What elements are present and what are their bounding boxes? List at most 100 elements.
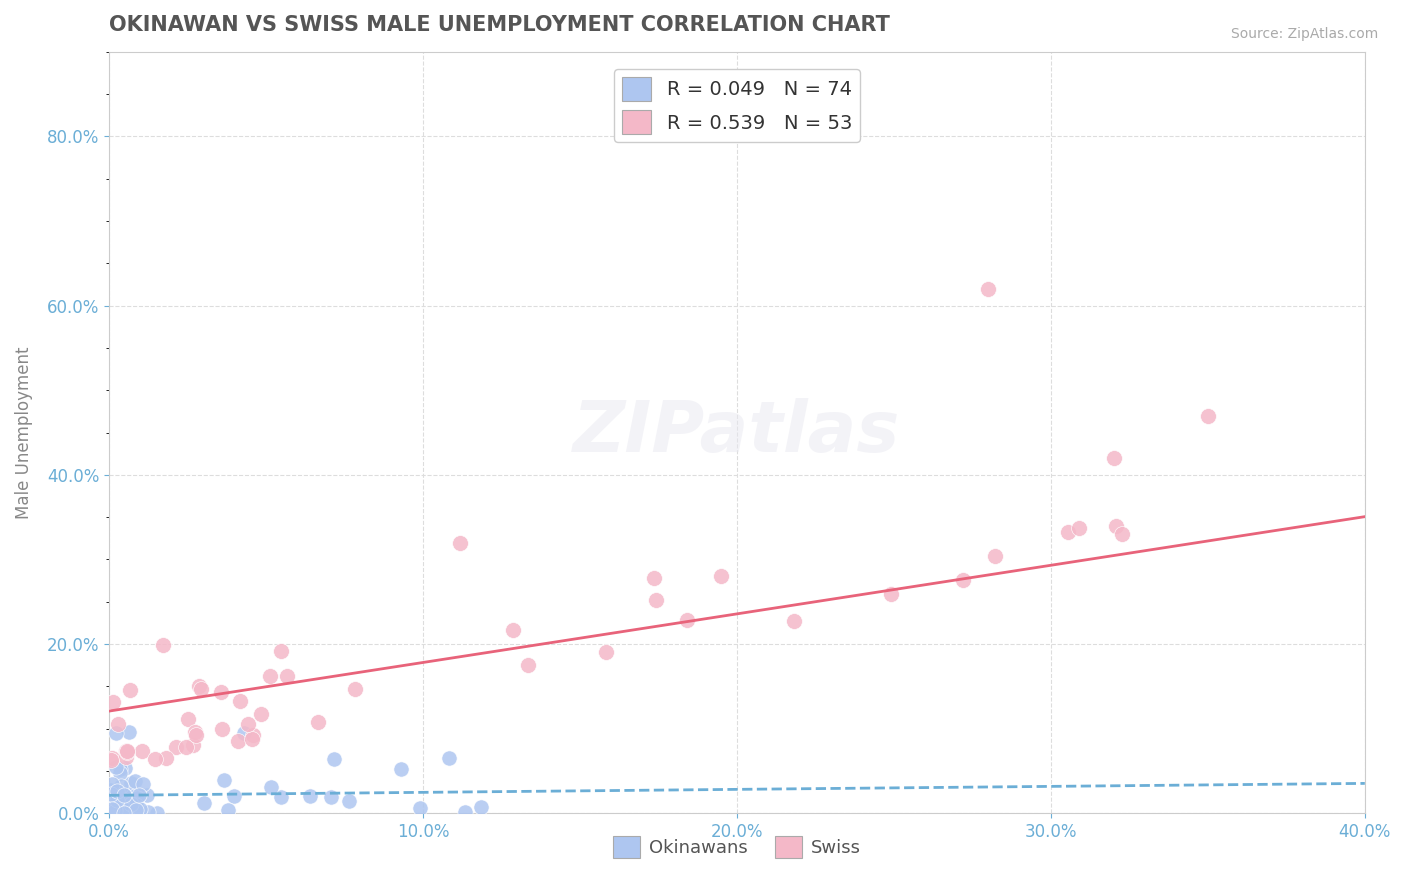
Point [100,799,122,814]
Text: Source: ZipAtlas.com: Source: ZipAtlas.com [1230,27,1378,41]
Text: OKINAWAN VS SWISS MALE UNEMPLOYMENT CORRELATION CHART: OKINAWAN VS SWISS MALE UNEMPLOYMENT CORR… [110,15,890,35]
Point [100,802,122,816]
Point [1069,521,1091,535]
Point [110,797,132,812]
Point [645,592,668,607]
Point [232,725,254,739]
Point [1105,519,1128,533]
Point [100,753,122,767]
Point [112,793,135,807]
Text: ZIPatlas: ZIPatlas [574,398,901,467]
Point [101,787,124,801]
Point [880,586,903,600]
Point [211,722,233,736]
Point [1102,450,1125,465]
Point [125,791,148,805]
Point [112,805,135,820]
Point [135,788,157,802]
Point [98,798,121,813]
Point [110,765,132,780]
Point [104,804,127,818]
Point [136,805,159,819]
Point [101,795,124,809]
Point [101,695,124,709]
Point [977,282,1000,296]
Point [112,789,135,803]
Point [110,800,132,814]
Point [101,804,124,818]
Point [449,536,471,550]
Point [104,801,127,815]
Point [107,790,129,805]
Point [104,760,127,774]
Point [226,734,249,748]
Legend: Okinawans, Swiss: Okinawans, Swiss [606,829,869,865]
Point [125,797,148,812]
Point [276,669,298,683]
Point [120,776,142,790]
Point [146,805,169,820]
Point [128,802,150,816]
Point [470,800,492,814]
Point [439,751,461,765]
Point [517,658,540,673]
Point [184,724,207,739]
Point [124,789,146,803]
Point [103,798,125,813]
Point [675,613,697,627]
Point [114,805,136,819]
Point [984,549,1007,563]
Point [307,714,329,729]
Point [101,750,124,764]
Point [193,796,215,810]
Point [105,793,128,807]
Point [212,773,235,788]
Point [115,750,138,764]
Point [107,717,129,731]
Point [125,803,148,817]
Point [112,788,135,802]
Point [343,682,366,697]
Point [98,782,121,797]
Point [337,794,360,808]
Point [782,614,804,628]
Point [115,744,138,758]
Point [174,740,197,755]
Point [321,790,343,805]
Point [117,745,139,759]
Point [176,712,198,726]
Point [259,669,281,683]
Point [454,805,477,820]
Point [242,728,264,742]
Point [101,787,124,801]
Point [165,739,187,754]
Point [710,569,733,583]
Point [389,762,412,776]
Point [181,738,204,752]
Point [229,694,252,708]
Point [100,797,122,811]
Point [100,792,122,806]
Point [121,797,143,812]
Point [118,792,141,806]
Point [190,681,212,696]
Point [238,716,260,731]
Point [643,571,665,585]
Point [117,798,139,813]
Y-axis label: Male Unemployment: Male Unemployment [15,346,32,519]
Point [502,624,524,638]
Point [105,726,128,740]
Point [209,685,232,699]
Point [595,645,617,659]
Point [132,777,155,791]
Point [323,752,346,766]
Point [1197,409,1219,423]
Point [118,682,141,697]
Point [110,780,132,794]
Point [186,728,208,742]
Point [115,794,138,808]
Point [100,798,122,813]
Point [152,638,174,652]
Point [118,724,141,739]
Point [249,707,271,722]
